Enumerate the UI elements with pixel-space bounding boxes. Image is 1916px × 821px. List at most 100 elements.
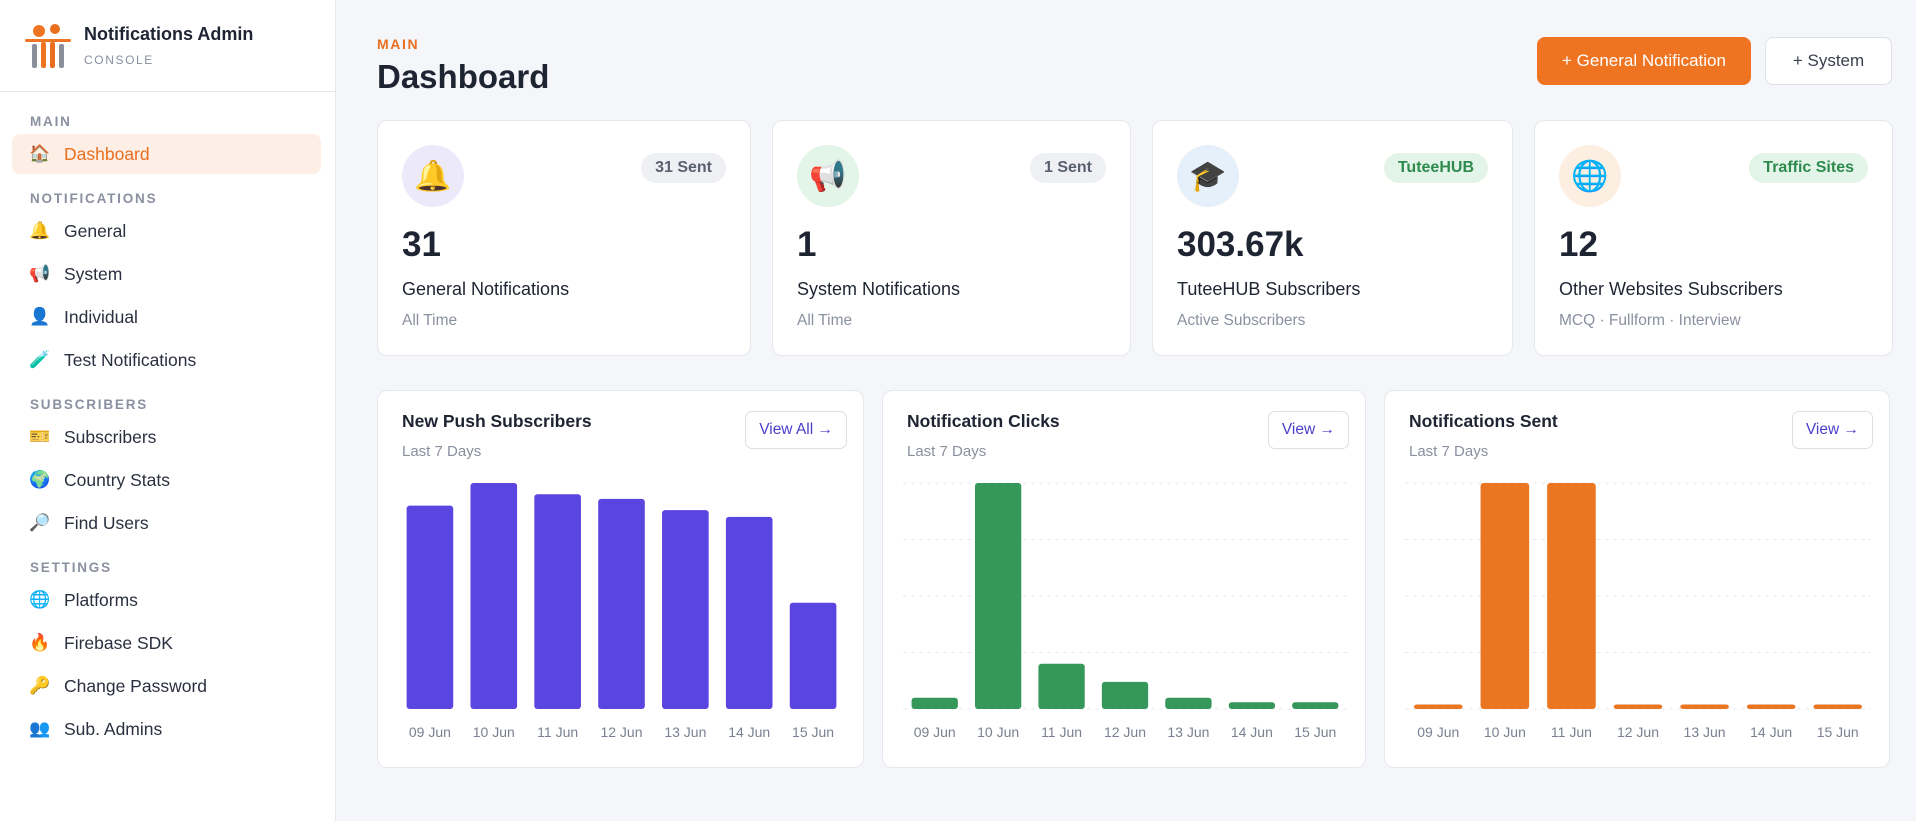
status-badge: Traffic Sites [1749, 153, 1868, 183]
stat-value: 31 [402, 225, 441, 264]
stat-value: 12 [1559, 225, 1598, 264]
test-tube-icon: 🧪 [29, 350, 51, 369]
chart-bar [1228, 702, 1276, 709]
x-tick-label: 12 Jun [600, 724, 642, 740]
sidebar-item-sub-admins[interactable]: 👥 Sub. Admins [12, 709, 321, 749]
view-all-button[interactable]: View All → [745, 411, 847, 449]
sidebar-item-platforms[interactable]: 🌐 Platforms [12, 580, 321, 620]
sidebar-item-label: Firebase SDK [64, 632, 173, 653]
stat-sublabel: All Time [402, 312, 458, 329]
x-tick-label: 14 Jun [1231, 724, 1273, 740]
sidebar-item-change-password[interactable]: 🔑 Change Password [12, 666, 321, 706]
sidebar-item-firebase-sdk[interactable]: 🔥 Firebase SDK [12, 623, 321, 663]
brand-subtitle: CONSOLE [84, 53, 154, 67]
add-general-notification-button[interactable]: + General Notification [1537, 37, 1751, 85]
sidebar-item-subscribers[interactable]: 🎫 Subscribers [12, 417, 321, 457]
sidebar-section-heading: SETTINGS [30, 560, 112, 575]
chart-bar [1480, 483, 1530, 709]
main-content: MAIN Dashboard + General Notification + … [336, 0, 1916, 821]
stat-label: TuteeHUB Subscribers [1177, 279, 1361, 299]
sidebar: Notifications Admin CONSOLE MAIN 🏠 Dashboa… [0, 0, 336, 821]
stat-card-system: 📢 1 Sent 1 System Notifications All Time [772, 120, 1131, 356]
bell-icon: 🔔 [402, 145, 464, 207]
stat-sublabel: MCQ · Fullform · Interview [1559, 312, 1741, 329]
stats-row: 🔔 31 Sent 31 General Notifications All T… [377, 120, 1893, 356]
sidebar-item-label: System [64, 263, 123, 284]
x-tick-label: 13 Jun [1167, 724, 1209, 740]
page-title: Dashboard [377, 58, 550, 95]
chart-bar [470, 483, 518, 709]
sidebar-item-dashboard[interactable]: 🏠 Dashboard [12, 134, 321, 174]
x-tick-label: 15 Jun [1294, 724, 1336, 740]
sidebar-item-country-stats[interactable]: 🌍 Country Stats [12, 460, 321, 500]
notification-clicks-chart: 09 Jun 10 Jun 11 Jun 12 Jun 13 Jun 14 Jun 15 J… [903, 482, 1347, 740]
status-badge: TuteeHUB [1383, 153, 1488, 183]
stat-label: General Notifications [402, 279, 570, 299]
sidebar-item-system[interactable]: 📢 System [12, 254, 321, 294]
stat-sublabel: Active Subscribers [1177, 312, 1306, 329]
sidebar-item-general[interactable]: 🔔 General [12, 211, 321, 251]
chart-bar [1101, 681, 1149, 709]
x-tick-label: 10 Jun [1484, 724, 1526, 740]
sidebar-item-label: Sub. Admins [64, 718, 163, 739]
sidebar-item-label: Test Notifications [64, 349, 197, 370]
chart-bar [1165, 697, 1212, 709]
sidebar-item-find-users[interactable]: 🔎 Find Users [12, 503, 321, 543]
stat-card-tuteehub: 🎓 TuteeHUB 303.67k TuteeHUB Subscribers … [1152, 120, 1513, 356]
stat-label: System Notifications [797, 279, 961, 299]
chart-title: Notification Clicks [907, 411, 1060, 431]
chart-bar [1746, 704, 1796, 709]
chart-bar [598, 498, 645, 709]
chart-bar [1038, 663, 1085, 709]
x-tick-label: 09 Jun [409, 724, 451, 740]
brand-title: Notifications Admin [84, 24, 254, 44]
brand: Notifications Admin CONSOLE [0, 0, 335, 92]
stat-value: 1 [797, 225, 817, 264]
view-clicks-button[interactable]: View → [1267, 411, 1349, 449]
sidebar-item-label: Individual [64, 306, 138, 327]
chart-title: New Push Subscribers [402, 411, 592, 431]
magnifier-icon: 🔎 [29, 513, 51, 532]
x-tick-label: 13 Jun [664, 724, 706, 740]
chart-bar [1613, 704, 1663, 709]
chart-bar [1680, 704, 1729, 709]
key-icon: 🔑 [29, 676, 51, 695]
sidebar-item-test-notifications[interactable]: 🧪 Test Notifications [12, 340, 321, 380]
megaphone-icon: 📢 [797, 145, 859, 207]
x-tick-label: 13 Jun [1684, 724, 1726, 740]
sidebar-item-label: Platforms [64, 589, 138, 610]
x-tick-label: 09 Jun [1417, 724, 1459, 740]
globe-grid-icon: 🌐 [29, 590, 51, 609]
chart-bar [1413, 704, 1463, 709]
chart-bar [789, 602, 837, 709]
x-tick-label: 10 Jun [473, 724, 515, 740]
stat-label: Other Websites Subscribers [1559, 279, 1783, 299]
x-tick-label: 10 Jun [977, 724, 1019, 740]
status-badge: 1 Sent [1029, 153, 1106, 183]
chart-bar [1292, 702, 1339, 709]
sidebar-section-heading: SUBSCRIBERS [30, 397, 149, 412]
chart-title: Notifications Sent [1409, 411, 1558, 431]
x-tick-label: 14 Jun [1750, 724, 1792, 740]
stat-card-general: 🔔 31 Sent 31 General Notifications All T… [377, 120, 751, 356]
sidebar-item-label: Dashboard [64, 143, 150, 164]
view-sent-button[interactable]: View → [1791, 411, 1873, 449]
fire-icon: 🔥 [29, 633, 51, 652]
sidebar-item-individual[interactable]: 👤 Individual [12, 297, 321, 337]
charts-row: New Push Subscribers Last 7 Days View Al… [377, 390, 1893, 768]
chart-bar [1813, 704, 1863, 709]
stat-sublabel: All Time [797, 312, 853, 329]
x-tick-label: 15 Jun [1817, 724, 1859, 740]
sidebar-item-label: Find Users [64, 512, 149, 533]
chart-bar [974, 483, 1022, 709]
stat-value: 303.67k [1177, 225, 1304, 264]
id-card-icon: 🎫 [29, 427, 51, 446]
chart-card-push-subscribers: New Push Subscribers Last 7 Days View Al… [377, 390, 864, 768]
chart-bar [1547, 483, 1596, 709]
status-badge: 31 Sent [641, 153, 726, 183]
sidebar-nav: MAIN 🏠 Dashboard NOTIFICATIONS 🔔 General 📢 Syst… [0, 92, 335, 749]
sidebar-section-heading: NOTIFICATIONS [30, 191, 158, 206]
breadcrumb: MAIN [377, 36, 420, 52]
add-system-notification-button[interactable]: + System [1765, 37, 1892, 85]
x-tick-label: 09 Jun [914, 724, 956, 740]
